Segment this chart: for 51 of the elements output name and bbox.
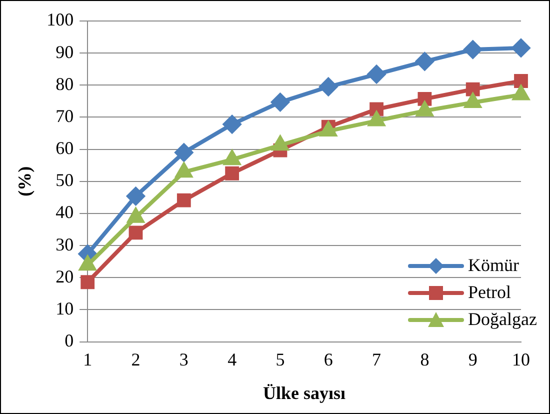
point: [370, 102, 384, 116]
y-tick-label: 80: [56, 74, 74, 94]
y-tick-label: 70: [56, 106, 74, 126]
x-axis-title: Ülke sayısı: [263, 382, 346, 403]
y-tick-label: 20: [56, 266, 74, 286]
x-tick-label: 7: [372, 349, 382, 370]
point: [224, 150, 240, 166]
point: [128, 208, 144, 223]
x-tick-label: 8: [420, 349, 430, 370]
point: [80, 256, 96, 271]
x-tick-label: 1: [83, 349, 92, 370]
y-tick-label: 0: [64, 330, 74, 351]
x-tick-label: 3: [179, 349, 188, 370]
y-tick-label: 50: [56, 170, 74, 190]
point: [225, 166, 240, 180]
point: [512, 38, 530, 57]
point: [223, 115, 242, 134]
point: [128, 226, 143, 240]
point: [512, 86, 530, 100]
y-tick-label: 90: [56, 42, 74, 62]
point: [319, 78, 338, 96]
x-tick-label: 6: [324, 349, 333, 370]
point: [418, 92, 432, 106]
point: [416, 102, 433, 116]
point: [271, 93, 290, 112]
legend-label: Petrol: [468, 281, 512, 304]
point: [368, 65, 386, 84]
point: [464, 40, 482, 59]
point: [416, 52, 434, 70]
point: [272, 136, 288, 151]
x-tick-label: 5: [276, 349, 285, 370]
x-tick-label: 2: [131, 349, 140, 370]
x-tick-label: 9: [468, 349, 478, 370]
point: [174, 144, 193, 162]
point: [176, 193, 191, 208]
legend-label: Doğalgaz: [468, 308, 537, 331]
y-tick-label: 40: [56, 202, 74, 222]
point: [514, 74, 528, 88]
point: [176, 163, 192, 178]
y-tick-label: 30: [56, 234, 74, 254]
point: [126, 187, 145, 206]
point: [320, 122, 336, 137]
y-tick-label: 10: [56, 298, 74, 318]
y-tick-label: 60: [56, 138, 74, 158]
y-tick-label: 100: [46, 10, 74, 30]
point: [368, 112, 385, 126]
x-tick-label: 4: [228, 349, 237, 370]
point: [466, 82, 480, 96]
x-tick-label: 10: [512, 349, 530, 370]
legend-label: Kömür: [468, 254, 520, 277]
y-axis-title: (%): [14, 166, 34, 196]
